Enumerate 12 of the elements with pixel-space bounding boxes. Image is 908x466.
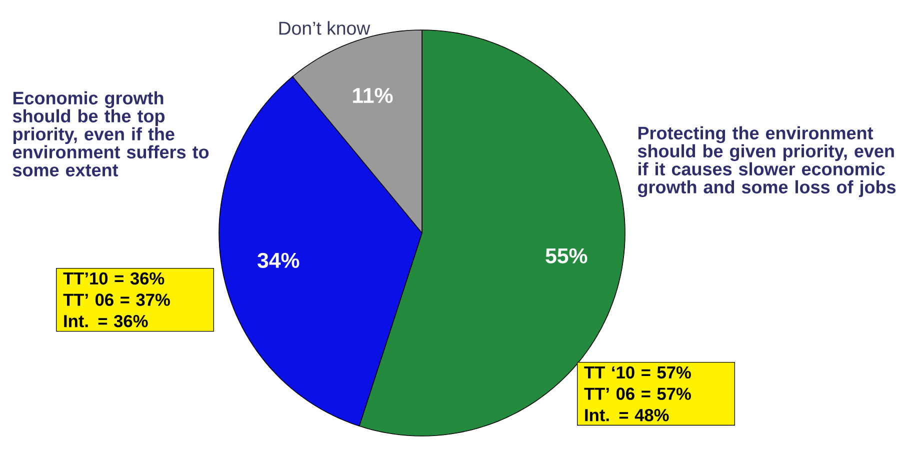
slice-label: Don’t know	[279, 21, 370, 35]
data-label: 55%	[546, 248, 588, 264]
text: TT’ 06 = 57%	[584, 388, 691, 400]
text: TT ‘10 = 57%	[584, 366, 691, 379]
text: Int. = 36%	[64, 314, 148, 328]
slice-label: Economic growth should be the top priority, even if the environment suffers to some extent	[12, 91, 209, 176]
slice-label: Protecting the environment should be given priority, even if it causes slower economic growth and some loss of jobs	[638, 126, 896, 198]
data-label: 34%	[258, 252, 300, 268]
text: TT’ 06 = 37%	[63, 294, 170, 306]
text: TT’10 = 36%	[63, 272, 164, 285]
text: Int. = 48%	[585, 408, 669, 422]
data-label: 11%	[353, 88, 393, 103]
